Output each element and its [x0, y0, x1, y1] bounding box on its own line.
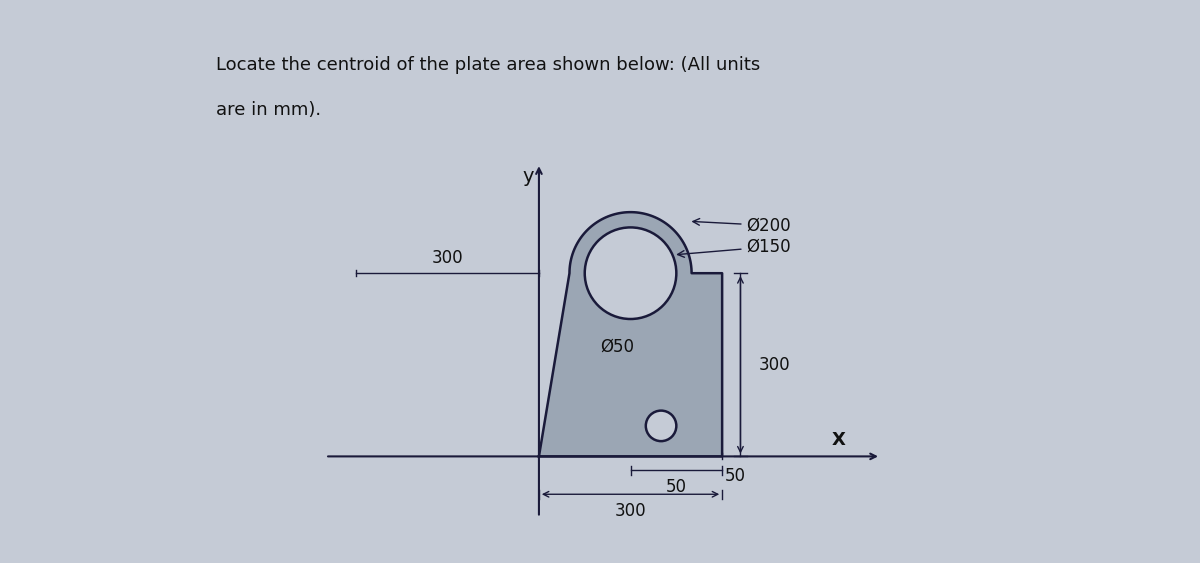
Text: Ø150: Ø150	[678, 238, 791, 257]
Text: y: y	[522, 167, 534, 186]
Text: 300: 300	[614, 502, 647, 520]
Text: 50: 50	[725, 467, 746, 485]
Text: Locate the centroid of the plate area shown below: (All units: Locate the centroid of the plate area sh…	[216, 56, 761, 74]
Polygon shape	[539, 212, 722, 457]
Text: Ø200: Ø200	[692, 216, 791, 234]
Text: X: X	[832, 431, 846, 449]
Text: 300: 300	[758, 356, 791, 374]
Circle shape	[584, 227, 677, 319]
Text: are in mm).: are in mm).	[216, 101, 322, 119]
Text: 50: 50	[666, 478, 686, 496]
Circle shape	[646, 410, 677, 441]
Text: Ø50: Ø50	[600, 337, 634, 355]
Text: 300: 300	[432, 249, 463, 267]
